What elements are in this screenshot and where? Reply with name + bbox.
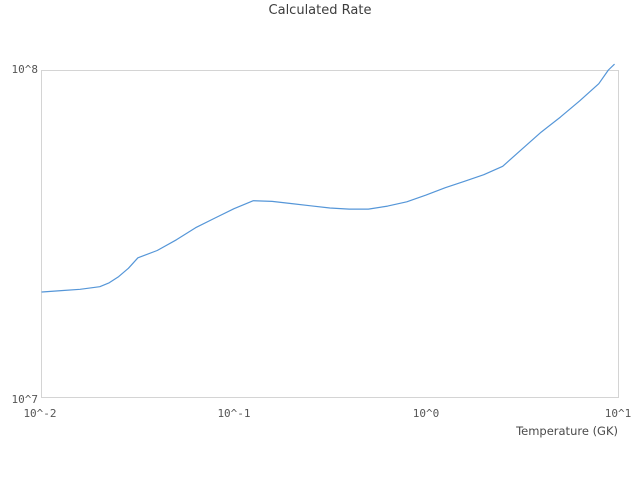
y-tick-label-1e7: 10^7 bbox=[11, 393, 39, 406]
y-tick-label-1e8: 10^8 bbox=[11, 63, 39, 76]
x-tick-label-1e0: 10^0 bbox=[412, 407, 440, 420]
x-tick-label-1e-1: 10^-1 bbox=[217, 407, 251, 420]
plot-border bbox=[41, 70, 619, 398]
chart-title: Calculated Rate bbox=[268, 3, 372, 18]
x-tick-label-1e1: 10^1 bbox=[604, 407, 632, 420]
x-axis-label: Temperature (GK) bbox=[516, 424, 618, 438]
x-tick-label-1e-2: 10^-2 bbox=[23, 407, 57, 420]
rate-line bbox=[41, 63, 615, 293]
